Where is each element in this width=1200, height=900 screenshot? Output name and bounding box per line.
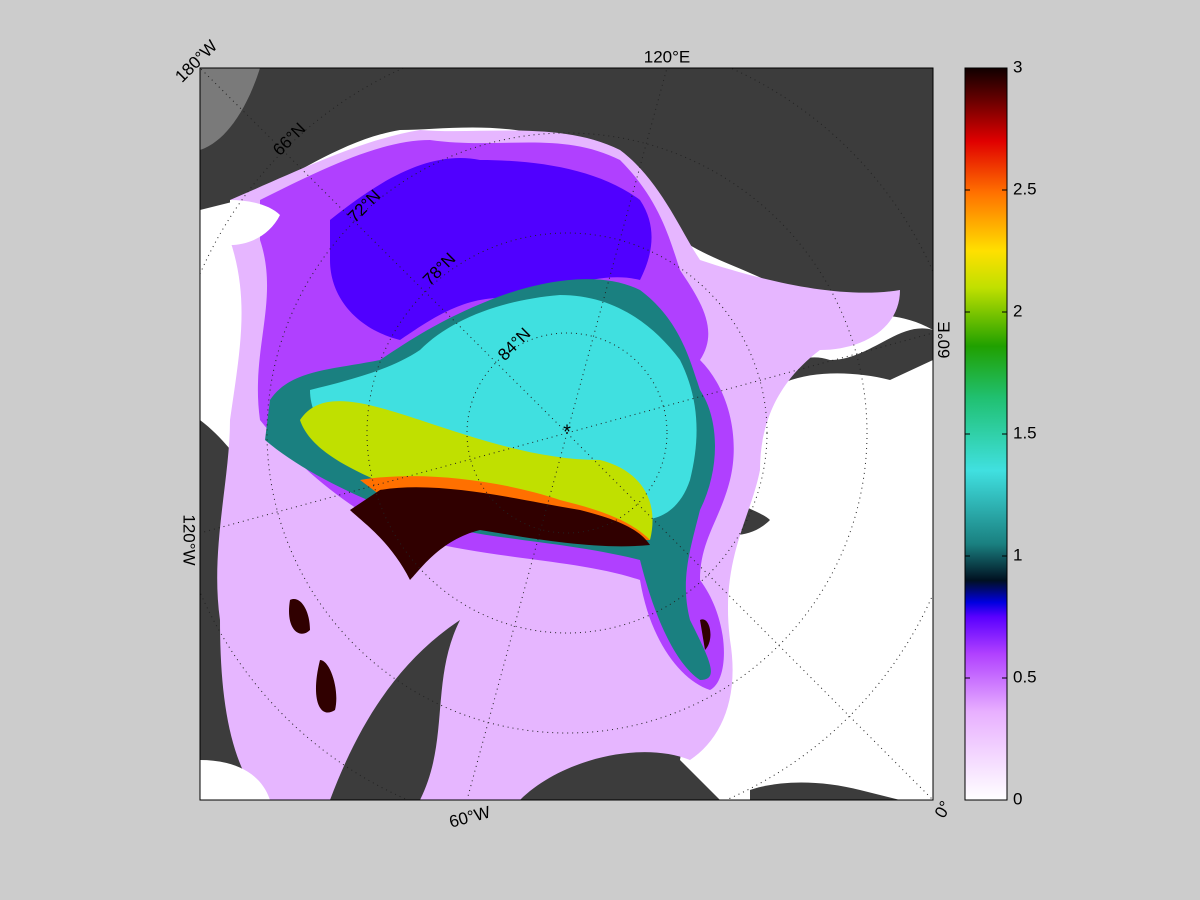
land [750,782,900,800]
map: * 180°W 120°E 60°E 0° 60°W 120°W 66°N 72… [171,36,956,831]
ice-thick [350,487,650,580]
land [200,68,933,330]
ice-thick [289,599,711,713]
longitude-label: 0° [931,798,956,822]
meridian [200,432,568,534]
colorbar-tick-label: 0 [1013,789,1022,808]
longitude-label: 120°E [644,47,691,66]
map-border [199,67,934,801]
latitude-circle [366,232,768,634]
ice-blue [330,158,652,340]
pole-marker: * [563,421,571,443]
colorbar-tick-label: 0.5 [1013,667,1037,686]
colorbar-tick-label: 3 [1013,57,1022,76]
colorbar-scale [964,67,1008,801]
meridian [466,432,568,800]
meridian [566,68,668,434]
graticule [200,68,933,800]
colorbar-tick-label: 1 [1013,545,1022,564]
longitude-label: 60°E [934,321,953,358]
latitude-circle [266,132,868,734]
longitude-label: 120°W [180,514,199,565]
longitude-label: 60°W [447,802,492,831]
colorbar-tick-label: 2.5 [1013,179,1037,198]
latitude-circle [466,332,668,534]
colorbar: 0 0.5 1 1.5 2 2.5 3 [964,57,1037,808]
colorbar-tick-label: 1.5 [1013,423,1037,442]
land [770,328,933,390]
map-content: * [200,68,933,800]
land [200,68,260,150]
colorbar-tick-label: 2 [1013,301,1022,320]
